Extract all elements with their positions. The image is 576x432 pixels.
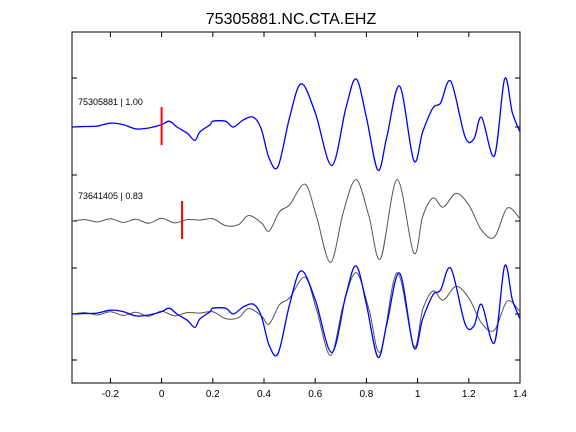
trace-line-3 xyxy=(71,272,521,356)
trace-line-1 xyxy=(71,179,521,263)
trace-labels-group: 75305881 | 1.00 73641405 | 0.83 xyxy=(78,97,143,201)
plot-frame xyxy=(71,31,521,384)
trace-line-0 xyxy=(71,77,521,171)
trace-line-2 xyxy=(71,264,521,358)
x-tick-label-6: 1 xyxy=(415,389,421,400)
pick-markers-group xyxy=(160,107,184,239)
y-axis-ticks xyxy=(72,77,520,361)
x-tick-label-7: 1.2 xyxy=(462,389,476,400)
x-tick-label-0: -0.2 xyxy=(102,389,120,400)
traces-group xyxy=(71,77,521,358)
x-axis: -0.2 0 0.2 0.4 0.6 0.8 1 1.2 1.4 xyxy=(102,32,527,400)
x-tick-label-1: 0 xyxy=(159,389,165,400)
x-tick-label-3: 0.4 xyxy=(257,389,271,400)
trace-label-1: 73641405 | 0.83 xyxy=(78,191,143,201)
trace-label-0: 75305881 | 1.00 xyxy=(78,97,143,107)
x-tick-label-4: 0.6 xyxy=(308,389,322,400)
x-tick-label-5: 0.8 xyxy=(359,389,373,400)
x-tick-label-8: 1.4 xyxy=(513,389,527,400)
x-tick-label-2: 0.2 xyxy=(206,389,220,400)
chart-title: 75305881.NC.CTA.EHZ xyxy=(206,11,377,28)
